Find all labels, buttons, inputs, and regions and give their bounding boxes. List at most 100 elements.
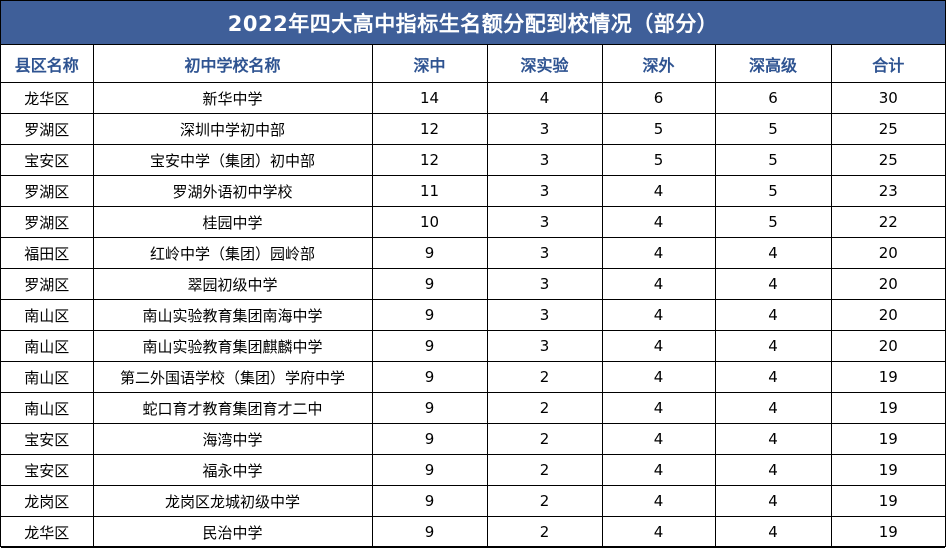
shenshiyan-cell: 2	[486, 454, 603, 486]
total-cell: 23	[830, 175, 945, 207]
school-cell: 龙岗区龙城初级中学	[92, 485, 373, 517]
district-cell: 南山区	[1, 392, 94, 424]
district-cell: 罗湖区	[1, 113, 94, 145]
shengaoji-cell: 5	[714, 144, 832, 176]
shengaoji-cell: 6	[714, 82, 832, 114]
school-cell: 罗湖外语初中学校	[92, 175, 373, 207]
district-cell: 宝安区	[1, 454, 94, 486]
shenzhong-cell: 10	[371, 206, 488, 238]
shenshiyan-cell: 3	[486, 237, 603, 269]
table-row: 龙华区 新华中学 14 4 6 6 30	[1, 82, 945, 114]
table-row: 龙岗区 龙岗区龙城初级中学 9 2 4 4 19	[1, 485, 945, 517]
shenshiyan-cell: 2	[486, 485, 603, 517]
shenshiyan-cell: 3	[486, 206, 603, 238]
shengaoji-cell: 4	[714, 485, 832, 517]
district-cell: 南山区	[1, 330, 94, 362]
district-cell: 宝安区	[1, 423, 94, 455]
shengaoji-cell: 5	[714, 113, 832, 145]
shenzhong-cell: 9	[371, 330, 488, 362]
shenzhong-cell: 9	[371, 516, 488, 548]
school-cell: 翠园初级中学	[92, 268, 373, 300]
shenwai-cell: 4	[601, 454, 716, 486]
school-cell: 深圳中学初中部	[92, 113, 373, 145]
shenwai-cell: 4	[601, 516, 716, 548]
shenshiyan-cell: 3	[486, 113, 603, 145]
table-row: 福田区 红岭中学（集团）园岭部 9 3 4 4 20	[1, 237, 945, 269]
header-total: 合计	[830, 45, 945, 83]
shenwai-cell: 4	[601, 485, 716, 517]
school-cell: 新华中学	[92, 82, 373, 114]
shenzhong-cell: 9	[371, 454, 488, 486]
district-cell: 罗湖区	[1, 175, 94, 207]
shengaoji-cell: 4	[714, 454, 832, 486]
school-cell: 红岭中学（集团）园岭部	[92, 237, 373, 269]
shenwai-cell: 4	[601, 237, 716, 269]
district-cell: 龙华区	[1, 516, 94, 548]
school-cell: 海湾中学	[92, 423, 373, 455]
total-cell: 19	[830, 423, 945, 455]
shenzhong-cell: 9	[371, 423, 488, 455]
school-cell: 第二外国语学校（集团）学府中学	[92, 361, 373, 393]
header-shengaoji: 深高级	[714, 45, 832, 83]
total-cell: 22	[830, 206, 945, 238]
shenzhong-cell: 14	[371, 82, 488, 114]
shenwai-cell: 4	[601, 268, 716, 300]
table-row: 南山区 第二外国语学校（集团）学府中学 9 2 4 4 19	[1, 361, 945, 393]
table-row: 罗湖区 翠园初级中学 9 3 4 4 20	[1, 268, 945, 300]
shenwai-cell: 6	[601, 82, 716, 114]
shenzhong-cell: 12	[371, 113, 488, 145]
total-cell: 25	[830, 113, 945, 145]
district-cell: 南山区	[1, 361, 94, 393]
district-cell: 龙华区	[1, 82, 94, 114]
shenwai-cell: 5	[601, 113, 716, 145]
district-cell: 龙岗区	[1, 485, 94, 517]
total-cell: 19	[830, 454, 945, 486]
shenwai-cell: 4	[601, 361, 716, 393]
table-row: 罗湖区 罗湖外语初中学校 11 3 4 5 23	[1, 175, 945, 207]
shenshiyan-cell: 3	[486, 175, 603, 207]
table-row: 宝安区 宝安中学（集团）初中部 12 3 5 5 25	[1, 144, 945, 176]
total-cell: 19	[830, 392, 945, 424]
shenwai-cell: 4	[601, 330, 716, 362]
shengaoji-cell: 4	[714, 268, 832, 300]
shenzhong-cell: 9	[371, 268, 488, 300]
total-cell: 20	[830, 237, 945, 269]
shenzhong-cell: 9	[371, 299, 488, 331]
shenwai-cell: 4	[601, 299, 716, 331]
shengaoji-cell: 4	[714, 392, 832, 424]
table-row: 宝安区 福永中学 9 2 4 4 19	[1, 454, 945, 486]
district-cell: 罗湖区	[1, 268, 94, 300]
shenshiyan-cell: 3	[486, 144, 603, 176]
shenwai-cell: 5	[601, 144, 716, 176]
header-school: 初中学校名称	[92, 45, 373, 83]
shengaoji-cell: 4	[714, 330, 832, 362]
shenzhong-cell: 12	[371, 144, 488, 176]
total-cell: 19	[830, 485, 945, 517]
total-cell: 25	[830, 144, 945, 176]
shengaoji-cell: 4	[714, 299, 832, 331]
shenwai-cell: 4	[601, 423, 716, 455]
shengaoji-cell: 5	[714, 175, 832, 207]
table-row: 南山区 南山实验教育集团南海中学 9 3 4 4 20	[1, 299, 945, 331]
total-cell: 20	[830, 268, 945, 300]
school-cell: 福永中学	[92, 454, 373, 486]
table-body: 龙华区 新华中学 14 4 6 6 30 罗湖区 深圳中学初中部 12 3 5 5 25 宝安区 宝安中学（集…	[1, 82, 945, 548]
table-row: 南山区 南山实验教育集团麒麟中学 9 3 4 4 20	[1, 330, 945, 362]
table-title: 2022年四大高中指标生名额分配到校情况（部分）	[1, 1, 945, 45]
shenshiyan-cell: 3	[486, 330, 603, 362]
school-cell: 桂园中学	[92, 206, 373, 238]
school-cell: 民治中学	[92, 516, 373, 548]
total-cell: 20	[830, 330, 945, 362]
total-cell: 19	[830, 516, 945, 548]
shenzhong-cell: 9	[371, 485, 488, 517]
shengaoji-cell: 4	[714, 237, 832, 269]
district-cell: 福田区	[1, 237, 94, 269]
school-cell: 蛇口育才教育集团育才二中	[92, 392, 373, 424]
school-cell: 宝安中学（集团）初中部	[92, 144, 373, 176]
shenwai-cell: 4	[601, 392, 716, 424]
shenwai-cell: 4	[601, 175, 716, 207]
school-cell: 南山实验教育集团南海中学	[92, 299, 373, 331]
shenzhong-cell: 11	[371, 175, 488, 207]
shengaoji-cell: 4	[714, 361, 832, 393]
